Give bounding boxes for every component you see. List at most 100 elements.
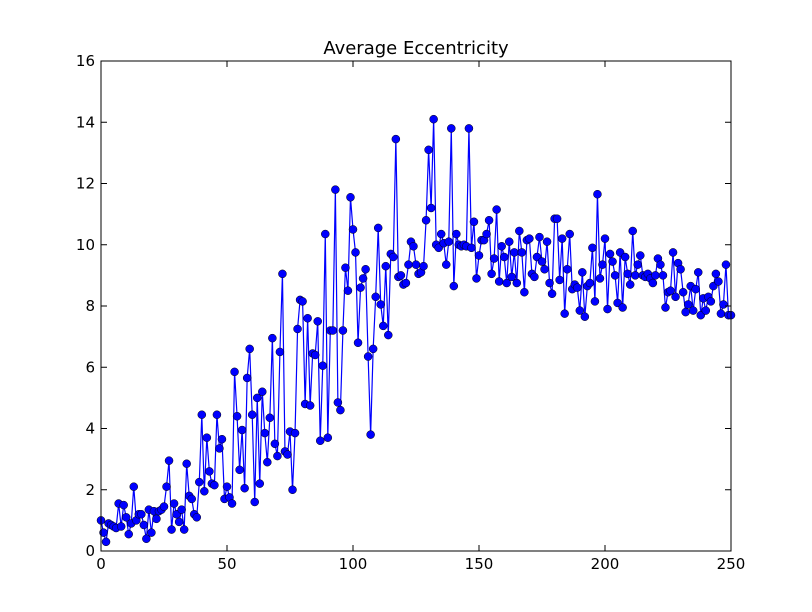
data-point <box>159 502 169 511</box>
data-point <box>507 272 517 282</box>
data-point <box>275 347 285 357</box>
data-point <box>147 528 156 537</box>
data-point <box>600 234 610 243</box>
y-tick-label: 0 <box>85 542 95 560</box>
data-point <box>719 300 728 309</box>
data-point <box>366 430 375 439</box>
data-point <box>119 500 128 510</box>
data-point <box>215 444 224 453</box>
data-point <box>210 480 219 490</box>
data-point <box>245 344 254 354</box>
data-point <box>252 393 262 403</box>
data-point <box>618 303 627 312</box>
data-point <box>429 114 438 124</box>
data-point <box>636 251 645 260</box>
data-point <box>116 522 126 531</box>
data-point <box>376 300 385 309</box>
data-point <box>348 225 358 234</box>
data-point <box>676 265 685 274</box>
data-point <box>212 410 222 419</box>
data-point <box>293 324 302 334</box>
data-point <box>515 226 524 236</box>
data-point <box>351 248 360 257</box>
data-point <box>620 252 630 262</box>
data-point <box>187 494 196 504</box>
data-point <box>424 145 433 155</box>
data-point <box>630 271 640 280</box>
data-point <box>177 505 186 514</box>
data-point <box>358 274 368 283</box>
data-point <box>321 229 330 239</box>
data-point <box>310 350 320 360</box>
data-point <box>721 260 731 269</box>
data-point <box>545 278 554 288</box>
x-tick-label: 200 <box>591 555 620 573</box>
data-point <box>278 269 287 279</box>
data-point <box>623 269 632 279</box>
data-point <box>247 410 257 419</box>
data-point <box>361 265 370 274</box>
data-point <box>535 232 544 242</box>
data-point <box>217 434 227 444</box>
x-tick-label: 150 <box>465 555 494 573</box>
data-point <box>472 274 481 283</box>
data-point <box>560 309 569 318</box>
x-tick-label: 50 <box>217 555 236 573</box>
data-point <box>688 306 698 315</box>
data-point <box>142 534 151 543</box>
data-point <box>356 283 365 292</box>
data-point <box>167 525 176 534</box>
data-point <box>693 268 703 277</box>
data-point <box>537 257 547 266</box>
data-point <box>441 260 451 269</box>
data-point <box>200 487 209 496</box>
chart-title: Average Eccentricity <box>323 38 509 59</box>
data-point <box>492 205 501 214</box>
data-point <box>510 248 519 257</box>
data-point <box>464 124 474 133</box>
data-point <box>467 243 476 253</box>
data-point <box>381 261 391 271</box>
data-point <box>575 306 585 315</box>
data-point <box>258 387 267 396</box>
x-tick-label: 0 <box>96 555 106 573</box>
data-point <box>520 287 529 297</box>
data-point <box>363 352 373 361</box>
data-point <box>517 248 527 257</box>
data-point <box>404 260 413 269</box>
data-point <box>268 333 277 343</box>
data-point <box>502 278 511 288</box>
data-point <box>628 226 637 236</box>
data-point <box>273 451 282 461</box>
data-point <box>129 482 139 491</box>
data-point <box>250 497 259 507</box>
y-tick-label: 6 <box>85 358 95 376</box>
data-point <box>255 479 265 488</box>
data-point <box>497 242 506 251</box>
data-point <box>608 257 617 266</box>
data-point <box>651 271 660 280</box>
data-point <box>240 483 249 493</box>
data-point <box>504 237 514 246</box>
data-point <box>547 289 557 298</box>
data-point <box>656 260 665 269</box>
data-point <box>552 214 562 223</box>
data-point <box>409 242 418 251</box>
data-point <box>230 367 239 377</box>
data-point <box>305 401 315 410</box>
data-point <box>179 525 189 534</box>
data-point <box>137 510 146 519</box>
data-point <box>124 529 133 539</box>
data-point <box>121 513 131 522</box>
data-point <box>671 292 680 302</box>
data-point <box>164 456 174 465</box>
data-point <box>691 284 700 294</box>
data-point <box>449 281 459 291</box>
data-point <box>525 234 534 243</box>
data-point <box>421 216 431 225</box>
data-point <box>683 300 693 309</box>
data-point <box>371 292 380 302</box>
data-point <box>555 275 564 285</box>
data-point <box>484 216 494 225</box>
